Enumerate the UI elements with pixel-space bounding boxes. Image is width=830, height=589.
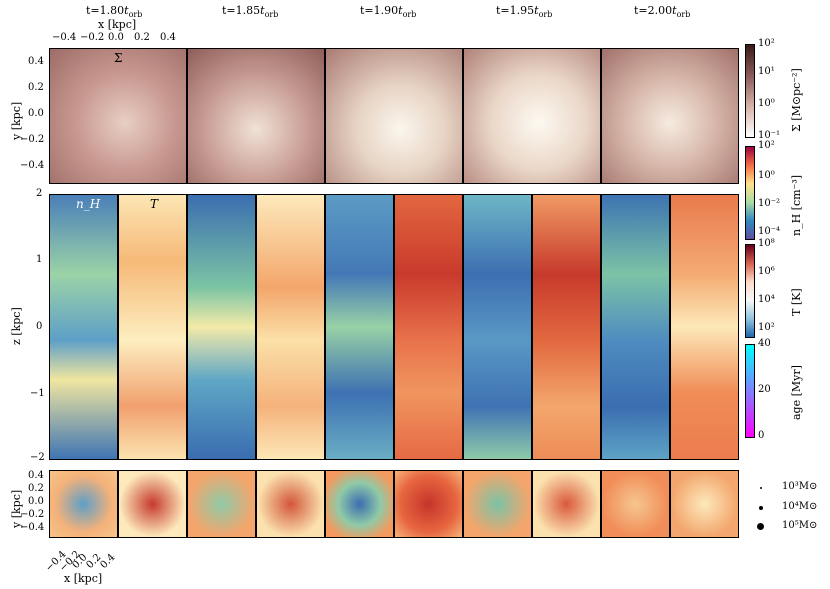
t-symbol: T <box>150 197 159 211</box>
legend-label-1: 10³M⊙ <box>782 481 818 492</box>
y-tick-top: −0.2 <box>20 134 45 145</box>
sigma-tick: 10¹ <box>758 66 775 77</box>
z-axis-label: z [kpc] <box>10 307 23 345</box>
y-tick-bottom: 0.0 <box>28 496 44 507</box>
t-tick: 10² <box>758 322 775 333</box>
sigma-colorbar-label: Σ [M⊙pc⁻²] <box>790 68 803 132</box>
legend-marker-medium <box>759 506 763 510</box>
sigma-tick: 10⁰ <box>758 98 775 109</box>
top-x-tick: −0.2 <box>80 32 105 43</box>
nh-colorbar <box>745 146 755 240</box>
y-tick-top: 0.0 <box>28 108 44 119</box>
sigma-panel-3 <box>325 48 463 184</box>
top-x-tick: −0.4 <box>52 32 77 43</box>
y-tick-top: −0.4 <box>20 160 45 171</box>
bottom-t-panel-5 <box>670 470 739 538</box>
legend-label-2: 10⁴M⊙ <box>782 501 818 512</box>
bottom-nh-panel-1 <box>49 470 118 538</box>
bottom-t-panel-4 <box>532 470 601 538</box>
t-panel-3 <box>394 194 463 460</box>
legend-label-3: 10⁵M⊙ <box>782 520 818 531</box>
y-tick-bottom: 0.4 <box>28 470 44 481</box>
z-tick: 1 <box>36 254 43 265</box>
y-tick-top: 0.2 <box>28 82 44 93</box>
top-x-axis-label: x [kpc] <box>98 18 137 31</box>
nh-tick: 10⁰ <box>758 170 775 181</box>
nh-colorbar-label: n_H [cm⁻³] <box>790 174 803 236</box>
title-t180: t=1.80torb <box>86 4 143 20</box>
z-tick: 0 <box>36 321 43 332</box>
sigma-panel-2 <box>187 48 325 184</box>
x-tick-bottom: 0.4 <box>98 551 118 572</box>
age-tick: 20 <box>758 384 771 395</box>
t-colorbar-label: T [K] <box>790 288 803 316</box>
y-tick-bottom: −0.4 <box>20 522 45 533</box>
sigma-colorbar <box>745 44 755 138</box>
top-x-tick: 0.2 <box>134 32 150 43</box>
sigma-tick: 10⁻¹ <box>758 130 781 141</box>
nh-panel-5 <box>601 194 670 460</box>
title-t190: t=1.90torb <box>360 4 417 20</box>
top-x-tick: 0.0 <box>108 32 124 43</box>
age-tick: 0 <box>758 430 765 441</box>
t-panel-5 <box>670 194 739 460</box>
nh-tick: 10⁻⁴ <box>758 226 781 237</box>
bottom-nh-panel-5 <box>601 470 670 538</box>
y-tick-top: 0.4 <box>28 56 44 67</box>
nh-panel-4 <box>463 194 532 460</box>
nh-panel-3 <box>325 194 394 460</box>
y-tick-bottom: 0.2 <box>28 483 44 494</box>
nh-symbol: n_H <box>76 197 100 211</box>
t-panel-4 <box>532 194 601 460</box>
bottom-t-panel-2 <box>256 470 325 538</box>
t-tick: 10⁴ <box>758 294 775 305</box>
z-tick: −1 <box>30 388 45 399</box>
sigma-symbol: Σ <box>114 51 123 65</box>
age-colorbar <box>745 344 755 438</box>
age-tick: 40 <box>758 338 771 349</box>
title-t195: t=1.95torb <box>496 4 553 20</box>
nh-tick: 10⁻² <box>758 198 781 209</box>
age-colorbar-label: age [Myr] <box>790 365 803 420</box>
t-tick: 10⁶ <box>758 266 775 277</box>
top-x-tick: 0.4 <box>160 32 176 43</box>
t-panel-1 <box>118 194 187 460</box>
title-t200: t=2.00torb <box>634 4 691 20</box>
sigma-panel-1 <box>49 48 187 184</box>
t-panel-2 <box>256 194 325 460</box>
t-colorbar <box>745 244 755 338</box>
bottom-nh-panel-3 <box>325 470 394 538</box>
nh-tick: 10² <box>758 140 775 151</box>
nh-symbol-text: n_H <box>76 197 101 211</box>
title-t185: t=1.85torb <box>222 4 279 20</box>
z-tick: 2 <box>36 188 43 199</box>
sigma-panel-5 <box>601 48 739 184</box>
x-axis-label-bottom: x [kpc] <box>64 572 103 585</box>
bottom-t-panel-3 <box>394 470 463 538</box>
legend-marker-large <box>757 523 764 530</box>
y-tick-bottom: −0.2 <box>20 509 45 520</box>
sigma-panel-4 <box>463 48 601 184</box>
bottom-t-panel-1 <box>118 470 187 538</box>
bottom-nh-panel-2 <box>187 470 256 538</box>
sigma-tick: 10² <box>758 38 775 49</box>
nh-panel-2 <box>187 194 256 460</box>
z-tick: −2 <box>30 452 45 463</box>
t-tick: 10⁸ <box>758 238 775 249</box>
bottom-nh-panel-4 <box>463 470 532 538</box>
legend-marker-small <box>760 487 762 489</box>
nh-panel-1 <box>49 194 118 460</box>
